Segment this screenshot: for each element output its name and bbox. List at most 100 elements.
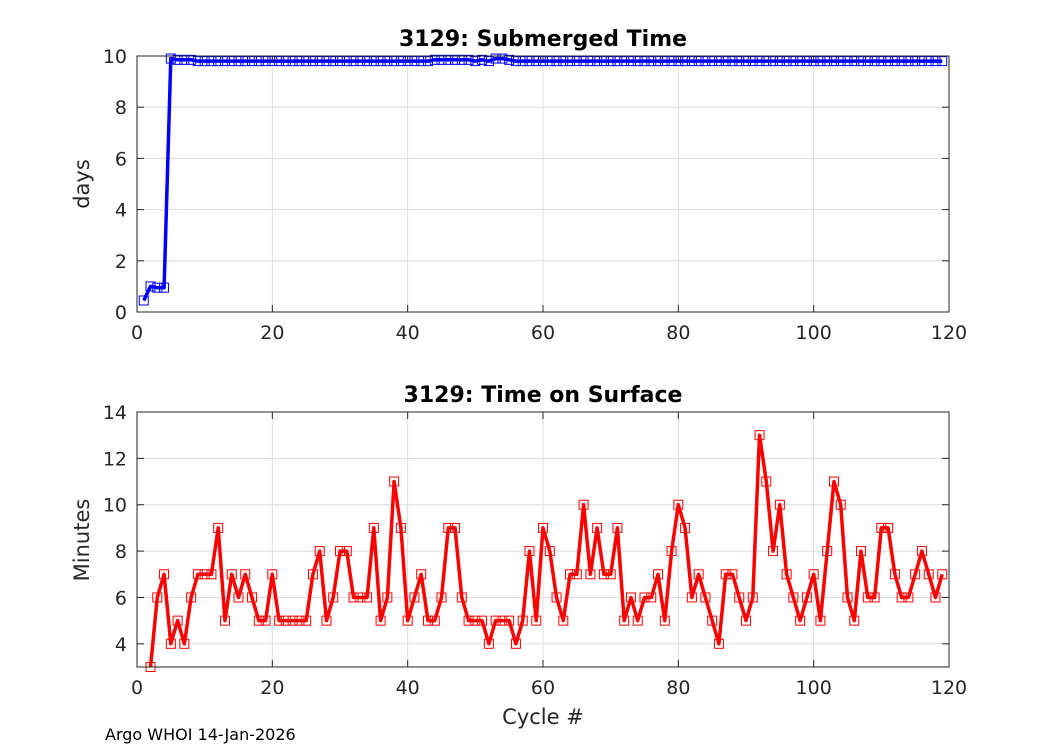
submerged-time-data-point: [693, 56, 704, 67]
submerged-time-data-point: [395, 56, 406, 67]
surface-time-data-point: [267, 569, 278, 580]
surface-time-data-point: [294, 615, 305, 626]
submerged-time-data-point: [612, 56, 623, 67]
surface-time-data-point: [314, 546, 325, 557]
surface-time-data-point: [517, 615, 528, 626]
surface-time-ytick-label: 10: [103, 495, 127, 517]
surface-time-data-point: [443, 522, 454, 533]
submerged-time-ticks: 0 20 40 60 80 100 120 0 2 4 6 8 10: [103, 46, 967, 344]
surface-time-data-point: [335, 546, 345, 557]
submerged-time-data-point: [260, 56, 271, 67]
submerged-time-title: 3129: Submerged Time: [399, 27, 687, 52]
submerged-time-data-point: [653, 56, 664, 67]
submerged-time-data-point: [456, 54, 467, 65]
submerged-time-data-point: [504, 54, 515, 65]
surface-time-data-point: [301, 615, 312, 626]
submerged-time-data-point: [274, 56, 285, 67]
submerged-time-data-point: [571, 56, 582, 67]
surface-time-data-point: [625, 592, 636, 603]
surface-time-data-point: [808, 569, 819, 580]
surface-time-data-point: [172, 615, 183, 626]
submerged-time-data-point: [199, 56, 210, 67]
surface-time-data-point: [876, 522, 887, 533]
surface-time-data-point: [632, 615, 643, 626]
surface-time-data-point: [558, 615, 569, 626]
submerged-time-data-point: [903, 56, 914, 67]
submerged-time-data-point: [741, 56, 751, 67]
surface-time-data-point: [280, 615, 291, 626]
submerged-time-data-point: [348, 56, 359, 67]
submerged-time-data-point: [341, 56, 352, 67]
submerged-time-data-point: [335, 56, 345, 67]
submerged-time-data-point: [280, 56, 291, 67]
submerged-time-ytick-label: 8: [115, 97, 127, 119]
submerged-time-data-point: [659, 56, 670, 67]
surface-time-data-point: [822, 546, 833, 557]
surface-time-data-point: [896, 592, 907, 603]
submerged-time-data-point: [436, 54, 447, 65]
surface-time-data-point: [253, 615, 264, 626]
submerged-time-data-point: [165, 53, 176, 64]
submerged-time-data-point: [226, 56, 237, 67]
surface-time-xtick-label: 40: [396, 677, 420, 699]
surface-time-data-point: [774, 499, 785, 510]
surface-time-data-point: [368, 522, 379, 533]
surface-time-series: [145, 430, 948, 672]
surface-time-ytick-label: 4: [115, 634, 127, 656]
surface-time-data-point: [341, 546, 352, 557]
surface-time-data-point: [741, 615, 751, 626]
submerged-time-data-point: [835, 56, 846, 67]
submerged-time-data-point: [916, 56, 927, 67]
surface-time-data-point: [247, 592, 258, 603]
submerged-time-xtick-label: 120: [931, 322, 967, 344]
surface-time-data-point: [179, 638, 190, 649]
submerged-time-data-point: [598, 56, 609, 67]
surface-time-data-point: [578, 499, 589, 510]
submerged-time-data-point: [307, 56, 318, 67]
surface-time-xtick-label: 0: [131, 677, 143, 699]
surface-time-data-point: [531, 615, 542, 626]
surface-time-xlabel: Cycle #: [502, 705, 584, 729]
surface-time-xtick-label: 120: [931, 677, 967, 699]
submerged-time-data-point: [422, 56, 433, 67]
submerged-time-data-point: [206, 56, 217, 67]
surface-time-data-point: [186, 592, 197, 603]
surface-time-xtick-label: 100: [796, 677, 832, 699]
surface-time-data-point: [287, 615, 298, 626]
surface-time-data-point: [930, 592, 941, 603]
surface-time-data-point: [551, 592, 562, 603]
submerged-time-data-point: [680, 56, 691, 67]
submerged-time-data-point: [889, 56, 900, 67]
submerged-time-data-point: [923, 56, 934, 67]
surface-time-data-point: [199, 569, 210, 580]
submerged-time-data-point: [713, 56, 724, 67]
surface-time-data-point: [321, 615, 332, 626]
surface-time-data-point: [795, 615, 806, 626]
surface-time-data-point: [409, 592, 420, 603]
submerged-time-data-point: [795, 56, 806, 67]
surface-time-data-point: [700, 592, 711, 603]
surface-time-data-point: [707, 615, 718, 626]
submerged-time-data-point: [321, 56, 332, 67]
submerged-time-data-point: [883, 56, 894, 67]
surface-time-data-point: [781, 569, 792, 580]
submerged-time-data-point: [781, 56, 792, 67]
submerged-time-data-point: [619, 56, 630, 67]
submerged-time-xtick-label: 20: [260, 322, 284, 344]
submerged-time-ytick-label: 10: [103, 46, 127, 68]
submerged-time-data-point: [544, 56, 555, 67]
surface-time-data-point: [395, 522, 406, 533]
submerged-time-data-point: [815, 56, 826, 67]
surface-time-data-point: [916, 546, 927, 557]
surface-time-data-point: [720, 569, 731, 580]
submerged-time-data-point: [828, 56, 839, 67]
surface-time-data-point: [470, 615, 481, 626]
surface-time-ticks: 0 20 40 60 80 100 120 4 6 8 10 12 14: [103, 402, 967, 699]
submerged-time-data-point: [734, 56, 745, 67]
submerged-time-data-point: [930, 56, 941, 67]
submerged-time-xtick-label: 40: [396, 322, 420, 344]
submerged-time-data-point: [551, 56, 562, 67]
submerged-time-data-point: [450, 54, 461, 65]
surface-time-data-point: [450, 522, 461, 533]
surface-time-data-point: [565, 569, 576, 580]
